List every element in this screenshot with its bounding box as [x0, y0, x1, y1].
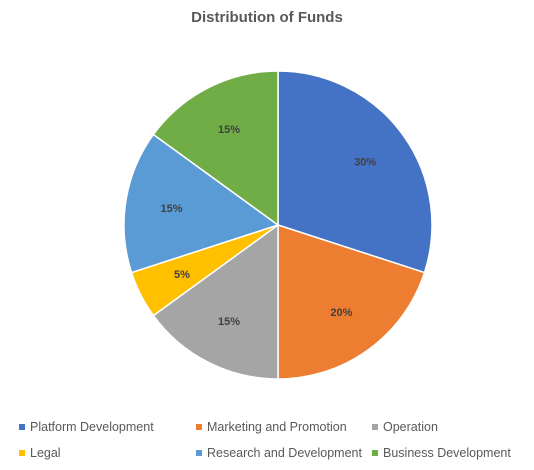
pie-slice-business-development	[152, 70, 279, 227]
legend-swatch	[19, 450, 25, 456]
legend-swatch	[372, 424, 378, 430]
slice-data-label: 5%	[174, 269, 190, 281]
legend-item-platform-development: Platform Development	[19, 420, 154, 434]
legend-item-research-and-development: Research and Development	[196, 446, 362, 460]
legend-item-operation: Operation	[372, 420, 438, 434]
legend-label: Marketing and Promotion	[207, 420, 347, 434]
chart-title: Distribution of Funds	[191, 9, 343, 26]
legend-swatch	[196, 424, 202, 430]
legend-label: Operation	[383, 420, 438, 434]
slice-data-label: 20%	[330, 307, 352, 319]
slice-data-label: 15%	[161, 203, 183, 215]
legend-item-marketing-and-promotion: Marketing and Promotion	[196, 420, 347, 434]
legend-swatch	[19, 424, 25, 430]
legend-item-legal: Legal	[19, 446, 61, 460]
legend-label: Business Development	[383, 446, 511, 460]
legend-label: Research and Development	[207, 446, 362, 460]
pie-slice-marketing-and-promotion	[277, 223, 426, 380]
pie-slice-platform-development	[277, 70, 433, 274]
pie-chart: 30% 20% 15% 5% 15% 15%	[123, 70, 433, 380]
legend-label: Legal	[30, 446, 61, 460]
slice-data-label: 15%	[218, 316, 240, 328]
legend-item-business-development: Business Development	[372, 446, 511, 460]
legend-row: Legal Research and Development Business …	[0, 446, 534, 464]
pie-slice-research-and-development	[123, 133, 280, 274]
legend-row: Platform Development Marketing and Promo…	[0, 420, 534, 438]
slice-data-label: 30%	[354, 157, 376, 169]
legend-label: Platform Development	[30, 420, 154, 434]
legend-swatch	[372, 450, 378, 456]
slice-data-label: 15%	[218, 124, 240, 136]
pie-slice-operation	[152, 223, 279, 380]
legend-swatch	[196, 450, 202, 456]
